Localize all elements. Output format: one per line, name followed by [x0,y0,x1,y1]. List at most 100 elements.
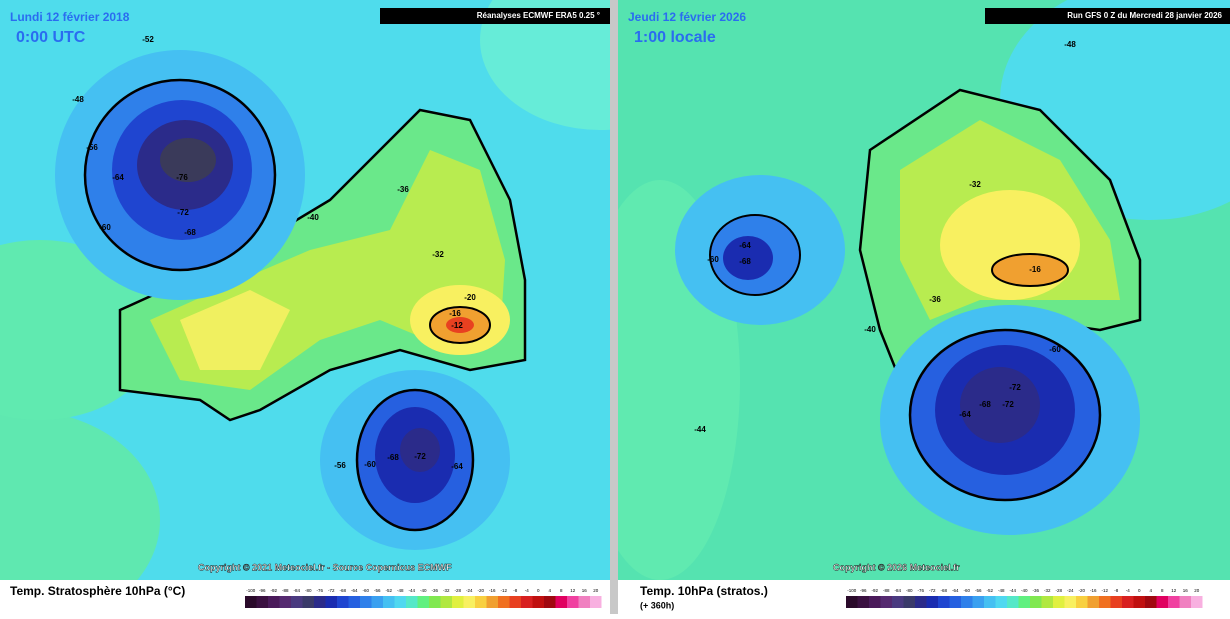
colorbar-cell [857,596,869,608]
colorbar-cell [1122,596,1134,608]
colorbar-cell [1064,596,1076,608]
colorbar-cell [1110,596,1122,608]
colorbar-cell [567,596,579,608]
subcaption: (+ 360h) [640,600,674,610]
colorbar-cell [590,596,602,608]
colorbar-label: 20 [593,588,599,593]
colorbar-cell [429,596,441,608]
colorbar-cell [521,596,533,608]
colorbar-cell [1156,596,1168,608]
colorbar-cell [1053,596,1065,608]
colorbar-label: -72 [328,588,335,593]
divider [610,0,618,614]
colorbar-cell [256,596,268,608]
colorbar-label: -32 [1044,588,1051,593]
colorbar-cell [880,596,892,608]
colorbar-label: -56 [374,588,381,593]
colorbar-cell [1076,596,1088,608]
colorbar-cell [417,596,429,608]
colorbar-cell [440,596,452,608]
contour-label: -72 [1002,400,1014,409]
colorbar-label: -48 [397,588,404,593]
colorbar-label: -84 [894,588,901,593]
time: 1:00 locale [634,29,716,46]
colorbar-label: 4 [548,588,551,593]
colorbar-label: -40 [420,588,427,593]
colorbar-cell [1191,596,1203,608]
colorbar-label: -68 [339,588,346,593]
colorbar-label: -36 [431,588,438,593]
colorbar-cell [314,596,326,608]
colorbar-cell [532,596,544,608]
contour-label: -60 [99,223,111,232]
right-map [618,0,1230,580]
contour-label: -72 [177,208,189,217]
source: Réanalyses ECMWF ERA5 0.25 ° [477,11,600,20]
colorbar-label: -44 [1009,588,1016,593]
contour-label: -44 [694,425,706,434]
colorbar-label: 0 [1138,588,1141,593]
colorbar-label: -80 [305,588,312,593]
colorbar-label: 16 [582,588,588,593]
contour-label: -68 [739,257,751,266]
colorbar-cell [406,596,418,608]
colorbar-label: -64 [952,588,959,593]
colorbar-label: -52 [385,588,392,593]
colorbar-cell [1168,596,1180,608]
colorbar-cell [463,596,475,608]
colorbar-cell [383,596,395,608]
colorbar-cell [337,596,349,608]
colorbar-cell [360,596,372,608]
colorbar-label: -32 [443,588,450,593]
copyright: Copyright © 2026 Meteociel.fr [833,562,960,572]
caption: Temp. Stratosphère 10hPa (°C) [10,584,185,598]
colorbar-label: -12 [500,588,507,593]
contour-label: -40 [307,213,319,222]
contour-label: -68 [387,453,399,462]
contour-label: -64 [112,173,124,182]
colorbar-cell [452,596,464,608]
contour-label: -56 [334,461,346,470]
contour-label: -60 [707,255,719,264]
colorbar-cell [949,596,961,608]
contour-label: -32 [969,180,981,189]
contour-label: -48 [1064,40,1076,49]
colorbar-label: -24 [1067,588,1074,593]
colorbar-label: -72 [929,588,936,593]
contour-label: -48 [72,95,84,104]
colorbar-label: -16 [1090,588,1097,593]
colorbar-label: 16 [1183,588,1189,593]
colorbar-cell [984,596,996,608]
colorbar-label: -64 [351,588,358,593]
contour-label: -60 [364,460,376,469]
colorbar-label: -68 [940,588,947,593]
colorbar-cell [394,596,406,608]
colorbar-label: -28 [454,588,461,593]
colorbar-label: 20 [1194,588,1200,593]
colorbar-cell [1041,596,1053,608]
colorbar-label: -40 [1021,588,1028,593]
colorbar-cell [846,596,858,608]
contour-label: -16 [1029,265,1041,274]
source-box [985,8,1230,24]
colorbar-cell [486,596,498,608]
colorbar-cell [1087,596,1099,608]
colorbar-label: -20 [477,588,484,593]
colorbar-cell [1145,596,1157,608]
contour-label: -40 [864,325,876,334]
source: Run GFS 0 Z du Mercredi 28 janvier 2026 [1067,11,1222,20]
colorbar-cell [279,596,291,608]
colorbar-label: -76 [316,588,323,593]
colorbar-cell [972,596,984,608]
caption: Temp. 10hPa (stratos.) [640,584,768,598]
colorbar-label: 4 [1149,588,1152,593]
colorbar-cell [892,596,904,608]
colorbar-label: -4 [525,588,529,593]
colorbar-label: -52 [986,588,993,593]
colorbar-cell [938,596,950,608]
colorbar-label: -60 [963,588,970,593]
colorbar-label: -60 [362,588,369,593]
time: 0:00 UTC [16,29,86,46]
colorbar-label: -36 [1032,588,1039,593]
colorbar-cell [869,596,881,608]
